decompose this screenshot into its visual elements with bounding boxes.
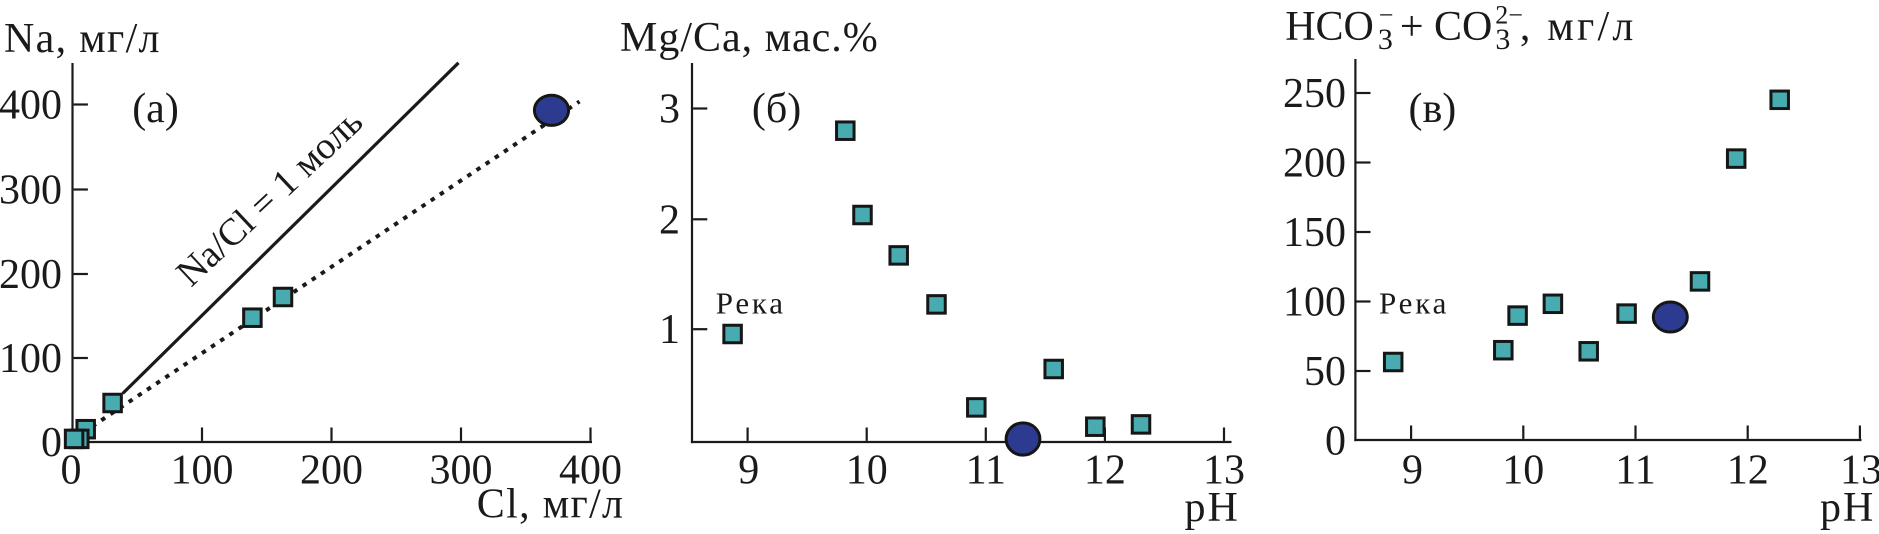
svg-text:2: 2: [659, 197, 680, 243]
svg-text:12: 12: [1084, 448, 1126, 494]
svg-text:Река: Река: [716, 285, 786, 320]
svg-text:100: 100: [1283, 280, 1346, 326]
svg-text:12: 12: [1727, 448, 1769, 494]
svg-text:(а): (а): [132, 86, 179, 132]
svg-text:0: 0: [61, 448, 82, 494]
svg-text:200: 200: [300, 448, 363, 494]
svg-text:100: 100: [171, 448, 234, 494]
svg-text:Mg/Ca, мас.%: Mg/Ca, мас.%: [620, 15, 879, 61]
svg-text:9: 9: [738, 448, 759, 494]
svg-text:200: 200: [1283, 141, 1346, 187]
svg-text:pH: pH: [1820, 485, 1875, 531]
svg-text:pH: pH: [1185, 485, 1240, 531]
svg-text:(б): (б): [752, 86, 801, 132]
svg-text:3: 3: [659, 87, 680, 133]
svg-text:200: 200: [0, 252, 62, 298]
svg-text:0: 0: [41, 420, 62, 466]
svg-text:400: 400: [559, 448, 622, 494]
svg-text:0: 0: [1325, 419, 1346, 465]
svg-text:100: 100: [0, 336, 62, 382]
svg-text:150: 150: [1283, 210, 1346, 256]
svg-text:11: 11: [1615, 448, 1655, 494]
svg-text:Река: Река: [1379, 286, 1449, 321]
svg-text:1: 1: [659, 307, 680, 353]
svg-text:300: 300: [430, 448, 493, 494]
svg-text:9: 9: [1402, 448, 1423, 494]
svg-text:10: 10: [1502, 448, 1544, 494]
svg-text:400: 400: [0, 83, 62, 129]
svg-text:11: 11: [966, 448, 1006, 494]
svg-text:13: 13: [1203, 448, 1245, 494]
svg-text:300: 300: [0, 168, 62, 214]
svg-text:50: 50: [1304, 349, 1346, 395]
svg-text:(в): (в): [1408, 86, 1456, 132]
svg-text:10: 10: [846, 448, 888, 494]
svg-text:13: 13: [1840, 448, 1879, 494]
svg-text:250: 250: [1283, 71, 1346, 117]
svg-text:Cl, мг/л: Cl, мг/л: [477, 482, 625, 528]
svg-text:Na, мг/л: Na, мг/л: [4, 16, 161, 62]
